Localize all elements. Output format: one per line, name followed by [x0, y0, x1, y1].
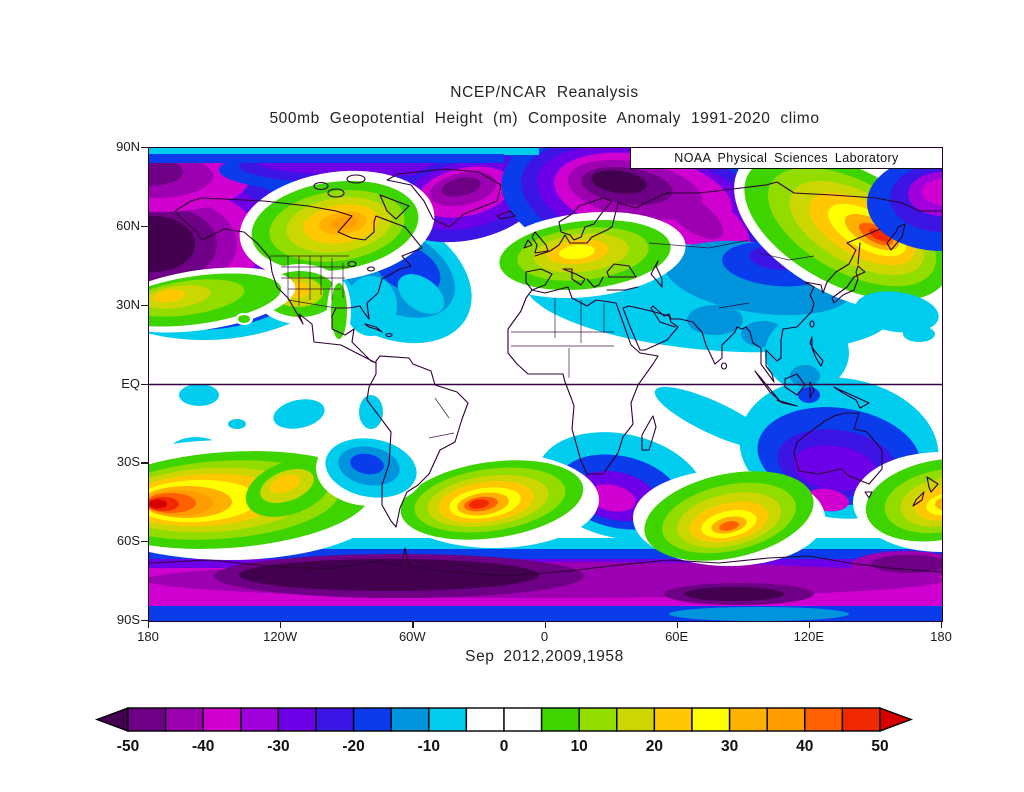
caption: Sep 2012,2009,1958: [465, 648, 624, 665]
colorbar-cell: [616, 707, 656, 732]
south-atlantic-ridge: [389, 452, 599, 548]
colorbar-cell: [766, 707, 806, 732]
world-map: NOAA Physical Sciences Laboratory: [148, 147, 943, 622]
colorbar-tick-label: 0: [500, 738, 509, 755]
canada-ridge: [239, 170, 435, 282]
lat-tick-mark: [141, 541, 148, 543]
colorbar: -50 -40 -30 -20 -10 0 10 20 30 40 50: [94, 706, 914, 755]
lat-tick-mark: [141, 304, 148, 306]
lon-tick-label: 60W: [398, 629, 426, 644]
lat-tick-label: 30N: [116, 296, 140, 312]
figure-subtitle: 500mb Geopotential Height (m) Composite …: [269, 110, 820, 127]
ne-corner-low: [855, 155, 942, 342]
colorbar-cell: [127, 707, 167, 732]
lon-tick-mark: [941, 621, 943, 628]
lon-tick-mark: [280, 621, 282, 628]
colorbar-tick-label: -10: [418, 738, 440, 755]
colorbar-cell: [164, 707, 204, 732]
lat-tick-label: 60N: [116, 217, 140, 233]
colorbar-cell: [202, 707, 242, 732]
lat-tick-mark: [141, 225, 148, 228]
lat-tick-mark: [141, 620, 148, 622]
political-borders: [270, 239, 815, 439]
south-indian-ridge: [633, 470, 825, 566]
lat-tick-mark: [141, 383, 148, 385]
colorbar-tick-label: 50: [871, 738, 888, 755]
colorbar-cell: [540, 707, 580, 732]
lat-tick-label: 60S: [116, 533, 140, 549]
colorbar-cell: [728, 707, 768, 732]
figure-title: NCEP/NCAR Reanalysis: [450, 84, 639, 101]
chile-trough: [316, 430, 426, 506]
colorbar-cell: [240, 707, 280, 732]
colorbar-cell: [277, 707, 317, 732]
lat-tick-label: 90N: [116, 139, 140, 154]
ne-pacific-ridge: [149, 267, 296, 333]
colorbar-cell: [653, 707, 693, 732]
colorbar-over-arrow: [879, 706, 914, 733]
lat-tick-mark: [141, 147, 148, 149]
colorbar-tick-label: 30: [721, 738, 738, 755]
lat-tick-label: EQ: [121, 375, 140, 391]
colorbar-under-arrow: [94, 706, 129, 733]
lon-tick-mark: [412, 621, 414, 628]
lon-tick-label: 180: [137, 629, 159, 644]
lon-tick-mark: [148, 621, 150, 628]
colorbar-tick-label: -40: [192, 738, 214, 755]
lon-tick-mark: [676, 621, 678, 628]
colorbar-tick-label: -50: [117, 738, 139, 755]
colorbar-cell: [390, 707, 430, 732]
colorbar-cell: [804, 707, 844, 732]
lat-tick-mark: [141, 462, 148, 464]
lat-tick-label: 30S: [116, 454, 140, 470]
lon-tick-label: 60E: [665, 629, 689, 644]
source-label: NOAA Physical Sciences Laboratory: [630, 148, 942, 169]
antarctic-band: [149, 538, 942, 621]
colorbar-cell: [841, 707, 881, 732]
colorbar-cell: [578, 707, 618, 732]
new-zealand-ridge: [853, 452, 942, 552]
colorbar-tick-label: 20: [646, 738, 663, 755]
colorbar-tick-label: -20: [342, 738, 364, 755]
colorbar-tick-label: 40: [796, 738, 813, 755]
colorbar-cell: [691, 707, 731, 732]
lat-tick-label: 90S: [116, 612, 140, 627]
colorbar-cell: [315, 707, 355, 732]
colorbar-cell: [465, 707, 505, 732]
colorbar-tick-label: -30: [267, 738, 289, 755]
lon-tick-label: 120W: [263, 629, 298, 644]
lon-tick-mark: [808, 621, 811, 628]
south-pacific-ridge: [149, 440, 389, 560]
lon-tick-label: 180: [930, 629, 952, 644]
lon-tick-mark: [544, 621, 546, 628]
colorbar-cell: [352, 707, 392, 732]
europe-ridge: [486, 211, 686, 299]
anomaly-map-plot: [149, 148, 942, 621]
colorbar-cell: [503, 707, 543, 732]
coastlines: [149, 168, 942, 577]
colorbar-tick-label: 10: [571, 738, 588, 755]
colorbar-cell: [428, 707, 468, 732]
lon-tick-label: 120E: [793, 629, 825, 644]
lon-tick-label: 0: [540, 629, 549, 644]
